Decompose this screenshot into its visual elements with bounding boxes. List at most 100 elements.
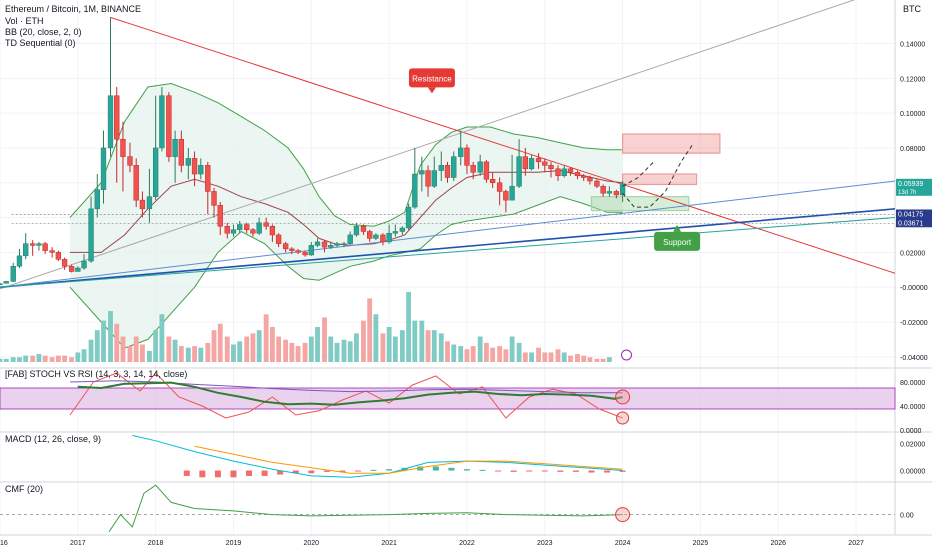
- stoch-tick-label: 40.0000: [900, 404, 925, 411]
- trendline-support-cyan: [0, 217, 896, 288]
- stoch-line: [77, 381, 623, 406]
- candle-body: [81, 260, 87, 269]
- price-tag: [896, 209, 932, 219]
- x-tick-label: 2021: [381, 540, 397, 547]
- x-tick-label: 2017: [70, 540, 86, 547]
- candle-body: [419, 170, 425, 175]
- zone-target-upper: [622, 133, 721, 154]
- x-tick-label: 2020: [304, 540, 320, 547]
- y-tick-label: -0.02000: [900, 320, 928, 327]
- candle-body: [367, 231, 373, 239]
- volume-bar: [159, 314, 165, 362]
- volume-bar: [347, 341, 353, 362]
- candle-body: [3, 281, 9, 284]
- macd-hist-bar: [183, 470, 190, 476]
- candle-body: [613, 191, 620, 196]
- volume-bar: [120, 336, 126, 362]
- volume-bar: [516, 342, 522, 362]
- projection-path: [622, 144, 694, 208]
- candle-body: [88, 208, 94, 262]
- volume-bar: [147, 350, 152, 362]
- volume-bar: [354, 333, 359, 362]
- vol-legend[interactable]: Vol · ETH: [5, 16, 44, 26]
- candle-body: [373, 234, 379, 239]
- candle-body: [464, 147, 470, 166]
- cmf-legend[interactable]: CMF (20): [5, 484, 43, 494]
- target-zones: [590, 133, 721, 212]
- candle-body: [619, 183, 626, 196]
- volume-bar: [555, 349, 561, 362]
- candle-body: [16, 255, 23, 267]
- cmf-highlight-circle: [615, 507, 631, 523]
- x-tick-label: 2026: [770, 540, 786, 547]
- stoch-tick-label: 80.0000: [900, 380, 925, 387]
- volume-bar: [334, 342, 340, 362]
- bb-legend[interactable]: BB (20, close, 2, 0): [5, 27, 82, 37]
- candle-body: [321, 241, 328, 248]
- macd-tick-label: 0.02000: [900, 441, 925, 448]
- candle-body: [412, 173, 418, 208]
- macd-pane: 0.02000 0.00000: [132, 434, 925, 478]
- volume-bar: [548, 352, 554, 362]
- macd-legend[interactable]: MACD (12, 26, close, 9): [5, 434, 101, 444]
- candle-body: [555, 168, 561, 177]
- stoch-band: [0, 387, 896, 410]
- candle-body: [606, 191, 613, 194]
- candle-body: [107, 95, 114, 149]
- candle-body: [224, 226, 230, 234]
- volume-bar: [269, 327, 275, 362]
- support-arrow-icon: [673, 224, 682, 232]
- macd-hist-bar: [495, 470, 502, 472]
- volume-bar: [55, 355, 61, 362]
- volume-bar: [237, 341, 243, 362]
- resistance-callout: [408, 68, 455, 88]
- stoch-osc-line: [69, 372, 623, 419]
- volume-bar: [308, 336, 314, 362]
- candle-body: [282, 243, 289, 250]
- candle-body: [269, 226, 276, 236]
- td-legend[interactable]: TD Sequential (0): [5, 38, 76, 48]
- candles[interactable]: [0, 17, 626, 286]
- bb-fill: [70, 83, 623, 349]
- volume-bar: [30, 355, 36, 362]
- volume-bar: [139, 344, 145, 362]
- chart-title: Ethereum / Bitcoin, 1M, BINANCE: [5, 4, 141, 14]
- volume-bar: [458, 346, 464, 362]
- volume-bar: [392, 336, 398, 362]
- y-tick-label: 0.14000: [900, 42, 925, 49]
- trend-lines: [0, 0, 896, 290]
- macd-hist-bar: [432, 466, 439, 471]
- candle-body: [30, 243, 36, 246]
- candle-body: [341, 243, 347, 245]
- volume-bar: [503, 349, 509, 362]
- trendline-support-blue: [0, 208, 896, 288]
- macd-hist-bar: [417, 466, 424, 471]
- price-tag-label: 0.04175: [898, 212, 923, 219]
- volume-bar: [445, 341, 450, 362]
- stoch-rsi-legend[interactable]: [FAB] STOCH VS RSI (14, 3, 3, 14, 14, cl…: [5, 369, 187, 379]
- candle-body: [308, 245, 314, 256]
- macd-hist-bar: [261, 470, 268, 476]
- candle-body: [328, 245, 334, 248]
- volume-bar: [153, 330, 159, 362]
- volume-bar: [522, 352, 528, 362]
- candle-body: [470, 165, 476, 173]
- stoch-tick-label: 0.0000: [900, 428, 922, 435]
- volume-bar: [322, 317, 327, 362]
- volume-bar: [542, 352, 548, 362]
- volume-bar: [399, 330, 405, 362]
- volume-bar: [386, 327, 392, 362]
- volume-bar: [62, 355, 68, 362]
- resistance-arrow-icon: [427, 87, 436, 94]
- candle-body: [334, 243, 340, 246]
- projection-path-short: [622, 161, 655, 187]
- volume-bar: [36, 354, 42, 362]
- candle-body: [444, 165, 451, 178]
- macd-hist-bar: [541, 470, 548, 472]
- volume-bar: [438, 333, 444, 362]
- bb-lower-line: [69, 196, 623, 349]
- macd-hist-bar: [604, 470, 611, 473]
- volume-bar: [302, 342, 308, 362]
- cmf-line: [108, 484, 623, 533]
